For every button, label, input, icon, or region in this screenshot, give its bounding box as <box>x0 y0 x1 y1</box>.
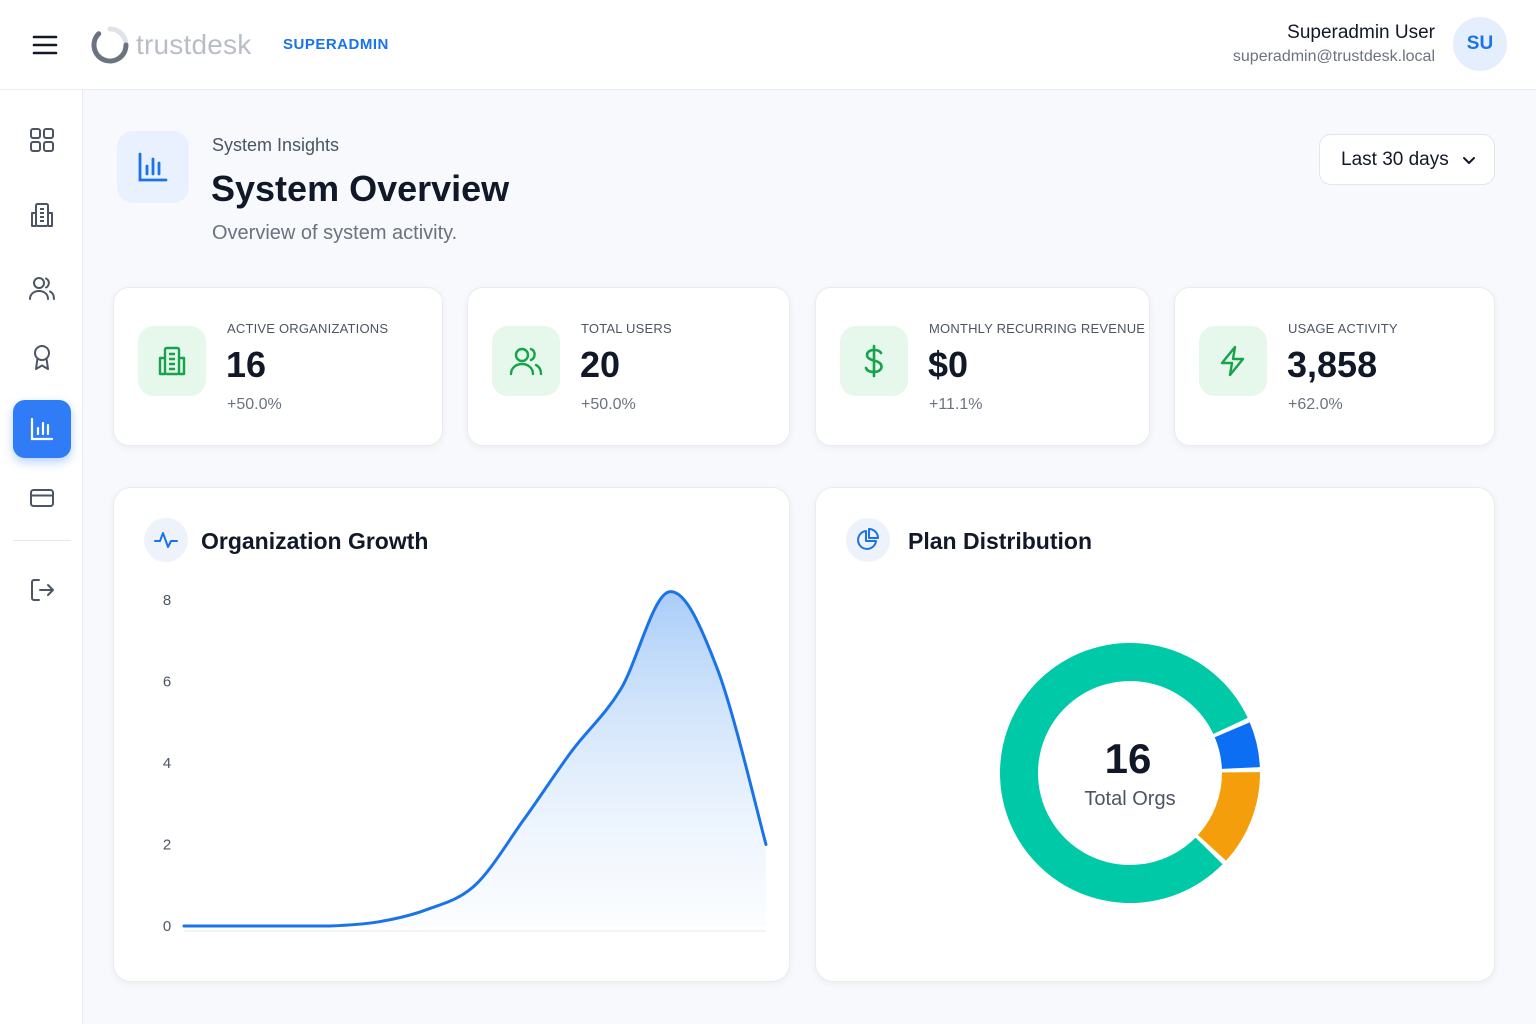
sidebar-divider <box>13 540 71 541</box>
chevron-down-icon <box>1463 157 1475 164</box>
stat-icon-wrap <box>840 326 908 396</box>
growth-series-line <box>182 590 768 928</box>
y-tick-label: 0 <box>163 918 171 935</box>
stat-label: MONTHLY RECURRING REVENUE <box>929 321 1146 336</box>
panel-title: Plan Distribution <box>908 528 1092 554</box>
stat-value: 3,858 <box>1287 344 1378 385</box>
stat-change: +50.0% <box>227 396 282 413</box>
page-title: System Overview <box>211 168 510 209</box>
growth-area-fill <box>184 591 766 926</box>
stat-change: +11.1% <box>929 396 983 413</box>
pie-chart-icon <box>857 528 879 550</box>
stat-change: +50.0% <box>581 396 636 413</box>
user-email: superadmin@trustdesk.local <box>1232 48 1435 65</box>
stat-label: USAGE ACTIVITY <box>1288 321 1398 336</box>
avatar[interactable]: SU <box>1453 17 1507 71</box>
users-icon <box>29 277 55 300</box>
brand-logo[interactable]: trustdesk <box>90 24 251 66</box>
users-icon <box>509 347 543 376</box>
sidebar-item-users[interactable] <box>13 259 71 317</box>
y-tick-label: 6 <box>163 674 171 691</box>
plan-distribution-chart <box>1000 643 1260 903</box>
page-subtitle: Overview of system activity. <box>212 222 458 244</box>
building-icon <box>31 203 53 227</box>
organization-growth-panel: Organization Growth 0 2 4 6 8 <box>113 487 790 982</box>
activity-icon <box>154 532 178 548</box>
stat-card-monthly-recurring-revenue[interactable]: MONTHLY RECURRING REVENUE $0 +11.1% <box>815 287 1150 446</box>
building-icon <box>158 346 186 376</box>
sidebar-item-dashboard[interactable] <box>13 111 71 169</box>
brand-name: trustdesk <box>136 29 252 60</box>
role-badge: SUPERADMIN <box>283 36 389 53</box>
sidebar <box>0 90 83 1024</box>
y-tick-label: 4 <box>163 755 171 772</box>
panel-icon-wrap <box>144 518 188 562</box>
stat-card-active-organizations[interactable]: ACTIVE ORGANIZATIONS 16 +50.0% <box>113 287 443 446</box>
date-range-value: Last 30 days <box>1341 148 1449 170</box>
sidebar-item-organizations[interactable] <box>13 186 71 244</box>
lightning-icon <box>1220 345 1245 377</box>
stat-change: +62.0% <box>1288 396 1343 413</box>
sidebar-item-insights[interactable] <box>13 400 71 458</box>
stat-icon-wrap <box>138 326 206 396</box>
user-name: Superadmin User <box>1287 22 1435 43</box>
y-tick-label: 2 <box>163 837 171 854</box>
page-eyebrow: System Insights <box>212 135 340 155</box>
y-tick-label: 8 <box>163 592 171 609</box>
stat-value: 20 <box>580 344 621 385</box>
stat-label: ACTIVE ORGANIZATIONS <box>227 321 389 336</box>
logout-icon <box>31 579 54 601</box>
sidebar-item-billing[interactable] <box>13 469 71 527</box>
stat-icon-wrap <box>492 326 560 396</box>
sidebar-item-logout[interactable] <box>13 561 71 619</box>
donut-slice[interactable] <box>1197 772 1260 861</box>
date-range-select[interactable]: Last 30 days <box>1319 134 1495 185</box>
donut-slice[interactable] <box>1000 643 1248 903</box>
stat-value: $0 <box>928 344 969 385</box>
user-info[interactable]: Superadmin User superadmin@trustdesk.loc… <box>1233 22 1435 66</box>
credit-card-icon <box>30 489 54 507</box>
organization-growth-chart: 0 2 4 6 8 <box>163 590 768 935</box>
stat-card-usage-activity[interactable]: USAGE ACTIVITY 3,858 +62.0% <box>1174 287 1495 446</box>
panel-icon-wrap <box>846 518 890 562</box>
trustdesk-logo-icon <box>91 26 129 64</box>
page-header-icon <box>117 131 189 203</box>
donut-slice[interactable] <box>1214 722 1260 769</box>
panel-title: Organization Growth <box>201 528 429 554</box>
top-header: trustdesk SUPERADMIN Superadmin User sup… <box>0 0 1536 90</box>
stat-label: TOTAL USERS <box>581 321 672 336</box>
plan-distribution-panel: Plan Distribution 16 Total Orgs <box>815 487 1495 982</box>
dollar-icon <box>864 344 883 378</box>
donut-center-value: 16 <box>1104 735 1152 782</box>
stat-value: 16 <box>226 344 267 385</box>
grid-icon <box>30 128 54 152</box>
award-icon <box>34 345 50 370</box>
donut-center-label: Total Orgs <box>1084 788 1176 810</box>
stat-icon-wrap <box>1199 326 1267 396</box>
bar-chart-icon <box>30 417 54 441</box>
sidebar-item-plans[interactable] <box>13 328 71 386</box>
bar-chart-icon <box>138 152 168 182</box>
stat-card-total-users[interactable]: TOTAL USERS 20 +50.0% <box>467 287 790 446</box>
hamburger-menu-icon[interactable] <box>30 30 60 60</box>
